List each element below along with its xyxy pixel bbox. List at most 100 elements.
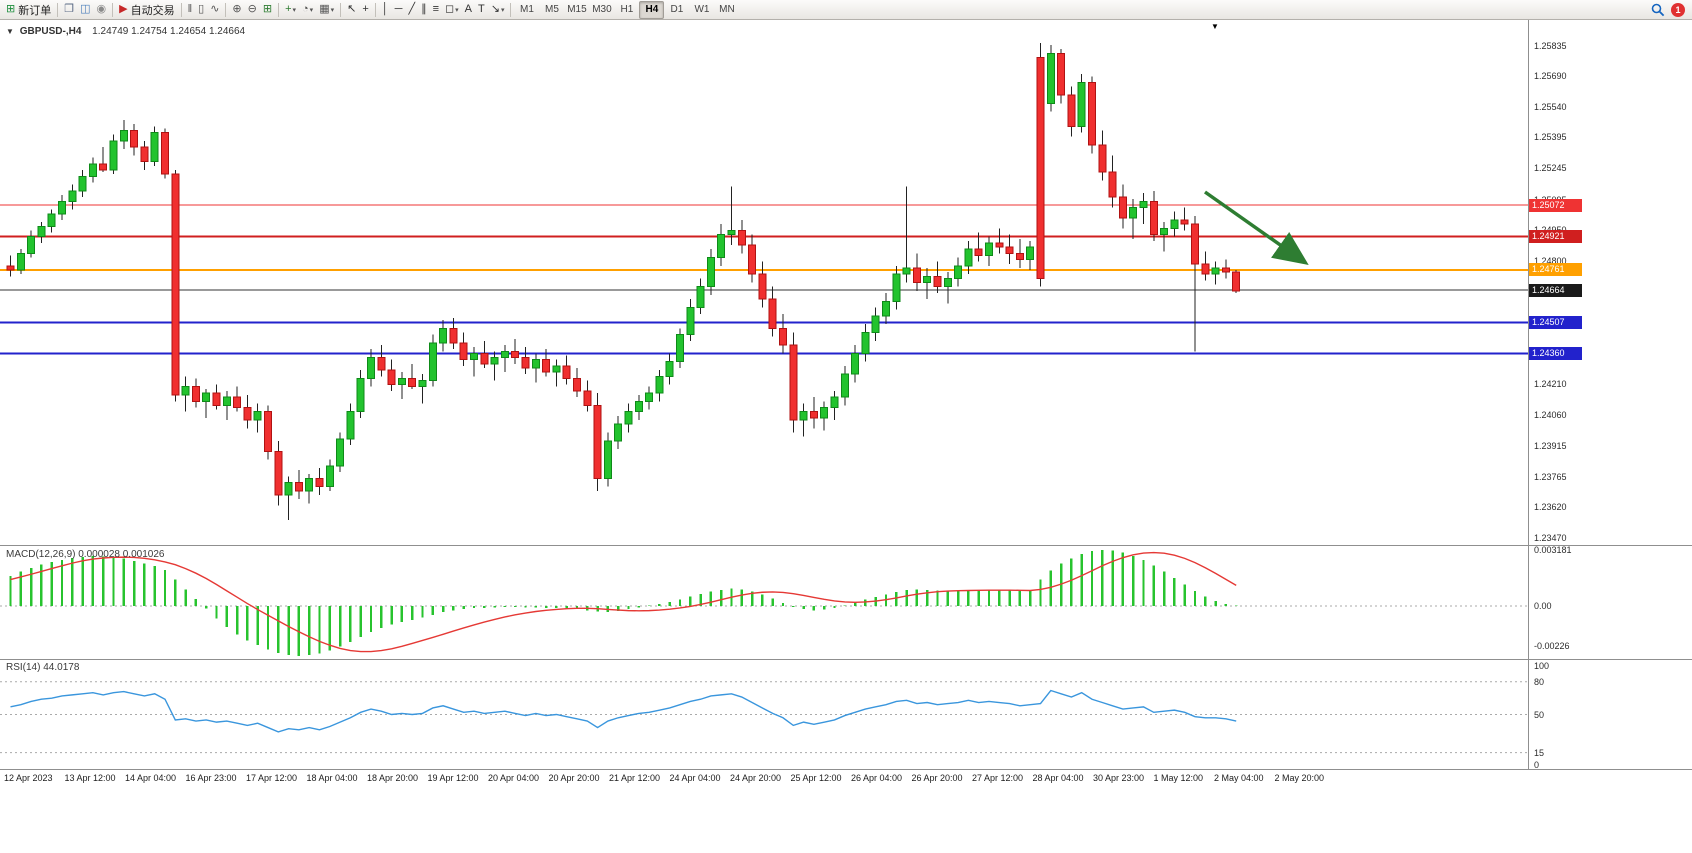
bear-candle — [6, 265, 15, 271]
bear-candle — [1036, 57, 1045, 279]
crosshair-button[interactable]: + — [359, 1, 371, 18]
price-axis-label: 1.25690 — [1534, 70, 1567, 81]
bull-candle — [470, 352, 478, 361]
line-chart-icon: ∿ — [210, 3, 220, 15]
bear-candle — [1191, 223, 1199, 265]
bear-candle — [191, 386, 200, 402]
panel-splitter[interactable] — [0, 659, 1692, 660]
bull-candle — [882, 300, 890, 317]
timeframe-m15[interactable]: M15 — [567, 3, 587, 15]
profiles-button[interactable]: ◫ — [77, 1, 93, 18]
notification-badge[interactable]: 1 — [1671, 2, 1685, 17]
indicators-button[interactable]: + ▾ — [282, 1, 299, 18]
vertical-line-button[interactable]: │ — [379, 1, 392, 18]
bull-candle — [68, 190, 77, 202]
rsi-axis-label: 80 — [1534, 676, 1545, 687]
time-axis-label: 2 May 04:00 — [1214, 773, 1264, 783]
bull-candle — [851, 352, 860, 375]
trendline-button[interactable]: ╱ — [405, 1, 418, 18]
charts-window-button[interactable]: ❐ — [61, 1, 77, 18]
price-axis-label: 1.23470 — [1534, 533, 1567, 544]
trend-arrow-annotation[interactable] — [1203, 190, 1309, 266]
timeframe-h1[interactable]: H1 — [620, 3, 634, 15]
bear-candle — [294, 482, 303, 492]
collapse-arrow-icon[interactable]: ▼ — [6, 27, 14, 36]
panel-splitter[interactable] — [0, 545, 1692, 546]
bear-candle — [243, 407, 252, 421]
horizontal-line-button[interactable]: ─ — [392, 1, 406, 18]
bear-candle — [459, 342, 468, 361]
bull-candle — [305, 477, 314, 492]
bear-candle — [748, 244, 757, 275]
bull-candle — [1077, 82, 1086, 127]
line-chart-button[interactable]: ∿ — [207, 1, 222, 18]
periods-button[interactable]: ◔ ▾ — [299, 1, 316, 18]
text-icon: A — [464, 3, 472, 15]
time-axis-label: 18 Apr 20:00 — [367, 773, 419, 783]
arrows-button[interactable]: ↘ ▾ — [488, 1, 508, 18]
tile-windows-button[interactable]: ⊞ — [260, 1, 275, 18]
bull-candle — [655, 375, 664, 394]
text-label-button[interactable]: T — [475, 1, 488, 18]
rsi-indicator-label: RSI(14) 44.0178 — [6, 662, 80, 673]
macd-axis-label: 0.00 — [1534, 601, 1552, 612]
bull-candle — [531, 359, 540, 369]
auto-trading-button[interactable]: ▶ 自动交易 — [116, 1, 177, 18]
bull-candle — [676, 334, 684, 363]
timeframe-d1[interactable]: D1 — [670, 3, 684, 15]
macd-panel — [0, 549, 1528, 656]
bear-candle — [974, 248, 983, 256]
text-button[interactable]: A — [462, 1, 475, 18]
bear-candle — [99, 163, 108, 171]
shapes-button[interactable]: ◻ ▾ — [442, 1, 462, 18]
rsi-axis-label: 0 — [1534, 760, 1540, 770]
macd-axis-label: -0.00226 — [1534, 640, 1570, 651]
cursor-icon: ↖ — [347, 3, 357, 15]
zoom-out-button[interactable]: ⊖ — [245, 1, 260, 18]
rsi-axis-label: 50 — [1534, 709, 1545, 720]
candlestick-chart-button[interactable]: ▯ — [195, 1, 207, 18]
bull-candle — [58, 200, 66, 215]
fibonacci-button[interactable]: ≡ — [430, 1, 442, 18]
price-axis-label: 1.24210 — [1534, 379, 1567, 390]
templates-button[interactable]: ▦ ▾ — [316, 1, 337, 18]
zoom-in-button[interactable]: ⊕ — [229, 1, 244, 18]
ohlc-values: 1.24749 1.24754 1.24654 1.24664 — [92, 26, 246, 37]
price-axis-label: 1.23765 — [1534, 471, 1567, 482]
market-watch-icon: ◉ — [96, 3, 107, 15]
symbol-period-label: GBPUSD-,H4 — [19, 26, 82, 37]
market-watch-button[interactable]: ◉ — [94, 1, 110, 18]
bar-chart-button[interactable]: ‖ — [185, 1, 196, 18]
timeframe-h4[interactable]: H4 — [639, 0, 665, 19]
price-axis-border — [1528, 20, 1529, 770]
timeframe-mn[interactable]: MN — [719, 3, 735, 15]
bear-candle — [583, 390, 592, 406]
timeframe-m5[interactable]: M5 — [545, 3, 559, 15]
rsi-axis-label: 100 — [1534, 661, 1550, 671]
bull-candle — [37, 225, 46, 238]
macd-signal-line — [10, 551, 1237, 653]
bull-candle — [985, 242, 993, 256]
cursor-button[interactable]: ↖ — [344, 1, 359, 18]
new-order-button[interactable]: ⊞ 新订单 — [3, 1, 54, 18]
bear-candle — [1118, 196, 1127, 219]
bull-candle — [624, 411, 633, 425]
main-price-chart — [0, 42, 1528, 520]
bear-candle — [1088, 82, 1096, 146]
timeframe-m30[interactable]: M30 — [592, 3, 612, 15]
bull-candle — [954, 265, 963, 279]
bull-candle — [500, 350, 509, 358]
channel-button[interactable]: ∥ — [418, 1, 430, 18]
bear-candle — [1108, 171, 1117, 198]
bear-candle — [521, 357, 530, 369]
timeframe-m1[interactable]: M1 — [520, 3, 534, 15]
timeframe-w1[interactable]: W1 — [694, 3, 710, 15]
bear-candle — [1232, 271, 1241, 292]
chart-shift-marker[interactable]: ▼ — [1211, 22, 1219, 31]
price-axis-label: 1.25540 — [1534, 102, 1567, 112]
bear-candle — [449, 327, 458, 344]
search-icon[interactable] — [1651, 3, 1665, 17]
bull-candle — [397, 377, 406, 386]
bear-candle — [1015, 252, 1024, 261]
